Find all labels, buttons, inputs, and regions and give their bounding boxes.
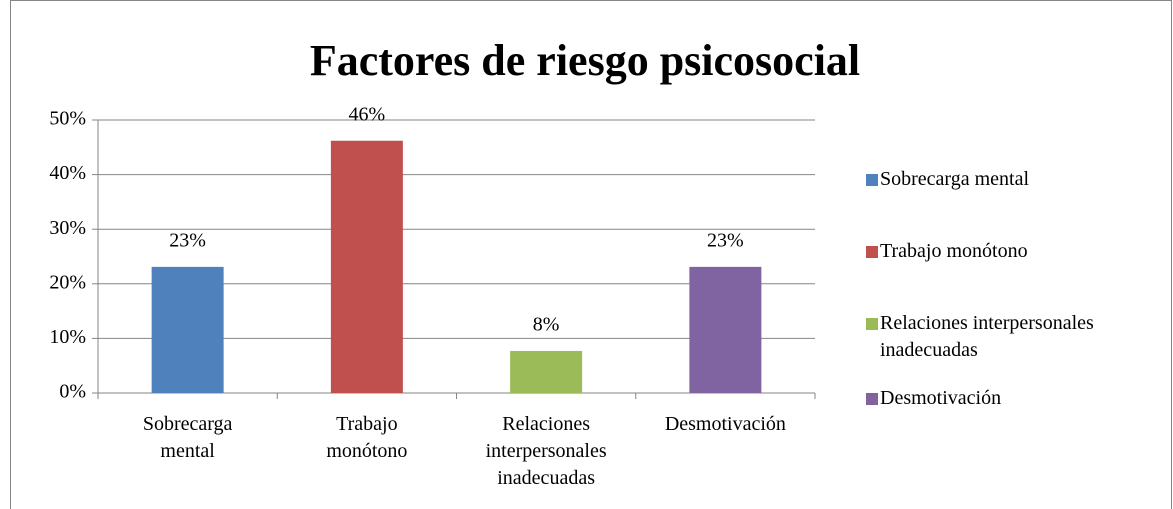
legend-label: Relaciones interpersonales inadecuadas bbox=[880, 312, 1094, 361]
y-tick-label: 20% bbox=[49, 271, 86, 293]
y-tick-label: 0% bbox=[59, 381, 86, 403]
data-label: 23% bbox=[169, 229, 206, 251]
chart-border bbox=[10, 0, 1172, 509]
legend-swatch bbox=[866, 393, 878, 405]
chart-title: Factores de riesgo psicosocial bbox=[310, 36, 860, 85]
x-tick-label: Desmotivación bbox=[665, 413, 786, 435]
bar bbox=[151, 266, 224, 393]
y-tick-label: 40% bbox=[49, 162, 86, 184]
legend-label: Sobrecarga mental bbox=[880, 168, 1029, 190]
legend-label: Desmotivación bbox=[880, 387, 1001, 409]
y-tick-label: 10% bbox=[49, 326, 86, 348]
legend-swatch bbox=[866, 318, 878, 330]
y-tick-label: 30% bbox=[49, 217, 86, 239]
data-label: 23% bbox=[707, 229, 744, 251]
bar bbox=[510, 350, 583, 393]
legend-label: Trabajo monótono bbox=[880, 240, 1028, 262]
data-label: 8% bbox=[533, 314, 560, 336]
legend-swatch bbox=[866, 174, 878, 186]
x-tick-label: Relaciones interpersonales inadecuadas bbox=[486, 413, 607, 489]
legend-swatch bbox=[866, 246, 878, 258]
x-tick-label: Trabajo monótono bbox=[326, 413, 407, 462]
bar bbox=[330, 140, 403, 393]
data-label: 46% bbox=[349, 103, 386, 125]
x-tick-label: Sobrecarga mental bbox=[143, 413, 233, 462]
bar bbox=[689, 266, 762, 393]
y-tick-label: 50% bbox=[49, 108, 86, 130]
